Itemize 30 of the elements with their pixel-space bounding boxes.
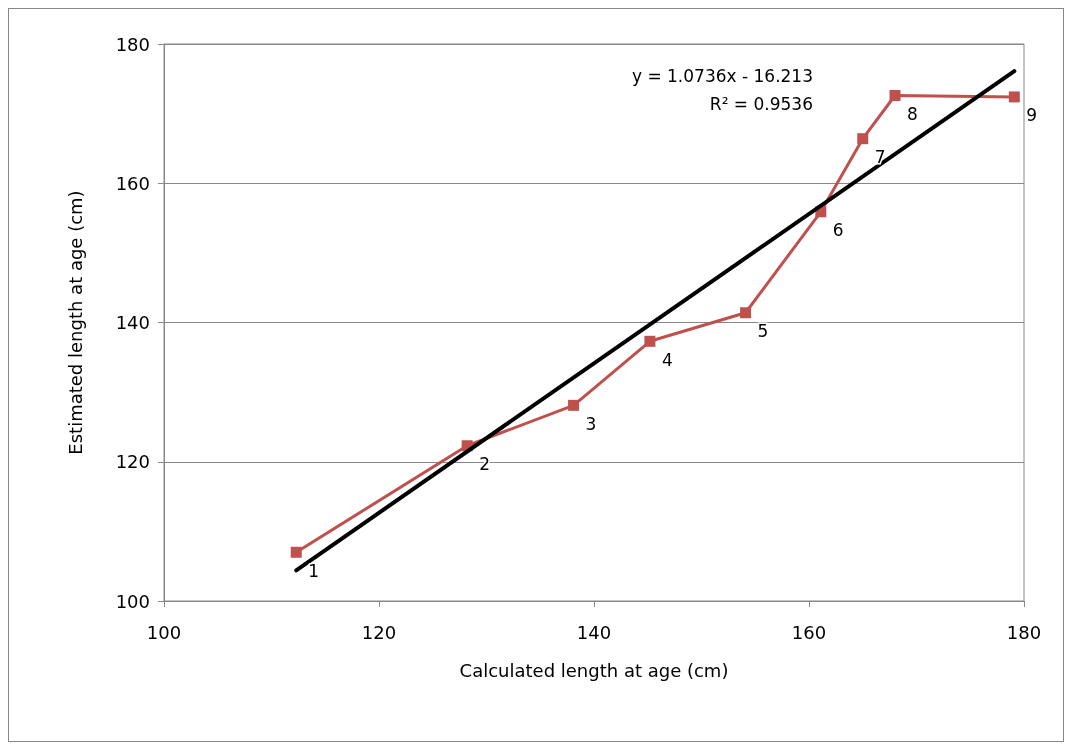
annotation: 9 bbox=[1026, 105, 1038, 126]
annotation: 4 bbox=[661, 349, 673, 370]
annotation: 2 bbox=[479, 454, 490, 475]
y-tick-label: 140 bbox=[115, 312, 150, 333]
annotation: 1 bbox=[308, 560, 320, 581]
y-tick-label: 100 bbox=[115, 590, 150, 612]
point bbox=[889, 90, 901, 102]
x-tick-label: 100 bbox=[146, 621, 182, 643]
point bbox=[740, 307, 752, 319]
annotation: y = 1.0736x - 16.213 bbox=[631, 65, 814, 86]
y-tick-label: 160 bbox=[115, 172, 150, 194]
x-tick-label: 180 bbox=[1006, 621, 1042, 643]
x-tick-label: 120 bbox=[361, 621, 397, 643]
annotation: 6 bbox=[832, 220, 844, 241]
annotation: 5 bbox=[757, 321, 769, 342]
point bbox=[290, 546, 302, 558]
x-tick-label: 160 bbox=[791, 621, 827, 643]
x-axis-title: Calculated length at age (cm) bbox=[459, 659, 729, 681]
annotation: 7 bbox=[874, 147, 886, 168]
point bbox=[644, 335, 656, 347]
annotation: R² = 0.9536 bbox=[709, 93, 813, 114]
annotation: 8 bbox=[907, 104, 918, 125]
point bbox=[857, 133, 869, 145]
point bbox=[568, 399, 580, 411]
annotation: 3 bbox=[585, 413, 597, 434]
y-tick-label: 180 bbox=[115, 33, 150, 55]
x-tick-label: 140 bbox=[576, 621, 612, 643]
y-axis-title: Estimated length at age (cm) bbox=[64, 190, 86, 455]
point bbox=[1008, 91, 1020, 103]
y-tick-label: 120 bbox=[115, 451, 150, 473]
